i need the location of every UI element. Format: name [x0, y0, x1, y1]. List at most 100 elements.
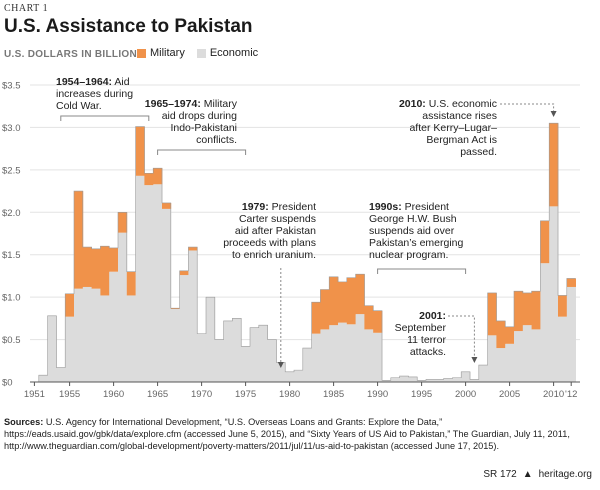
- bar-economic-2009: [540, 263, 550, 382]
- annotation-2010-bold: 2010:: [399, 98, 426, 110]
- x-tick-label: 1965: [147, 389, 168, 400]
- leader-2001: [448, 315, 475, 360]
- bar-economic-1984: [320, 329, 330, 382]
- annotation-2001-line: 2001:: [419, 310, 446, 322]
- x-tick-label: 2005: [499, 389, 520, 400]
- arrow-2001: [471, 357, 478, 363]
- annotation-2010: 2010: U.S. economic assistance rises after…: [399, 98, 497, 158]
- bar-economic-2003: [487, 335, 497, 382]
- bar-economic-2010: [549, 206, 559, 382]
- arrow-2010: [550, 111, 557, 117]
- annotation-1990-line: George H.W. Bush: [369, 213, 457, 225]
- bar-economic-1986: [338, 322, 348, 382]
- bar-economic-2006: [514, 331, 524, 382]
- bar-economic-1998: [443, 378, 453, 382]
- site-link[interactable]: heritage.org: [538, 469, 592, 480]
- annotation-1954-line: 1954–1964: Aid: [56, 76, 130, 88]
- x-tick-label: 1955: [59, 389, 80, 400]
- y-tick-label: $0: [2, 378, 13, 389]
- bar-economic-1966: [162, 208, 172, 382]
- bar-economic-2008: [531, 329, 541, 382]
- bar-economic-2012: [566, 286, 576, 382]
- x-tick-label: 2000: [455, 389, 476, 400]
- x-tick-label: 2010: [543, 389, 564, 400]
- legend-label-economic: Economic: [209, 47, 259, 59]
- total-outline: [30, 122, 576, 383]
- annotation-1979-line: to enrich uranium.: [232, 249, 316, 261]
- bar-economic-1960: [109, 271, 119, 382]
- x-tick-label: 1975: [235, 389, 256, 400]
- annotation-1990: 1990s: President George H.W. Bush suspends…: [369, 201, 464, 261]
- annotation-1965-line: aid drops during: [162, 110, 237, 122]
- bar-economic-2007: [522, 325, 532, 382]
- annotation-1965-line: conflicts.: [196, 134, 237, 146]
- footer: SR 172 ▲ heritage.org: [483, 469, 592, 480]
- annotation-1979-bold: 1979:: [242, 201, 269, 213]
- bar-economic-1954: [56, 367, 66, 382]
- annotation-2001: 2001: September 11 terror attacks.: [395, 310, 447, 358]
- bar-economic-1993: [399, 376, 409, 382]
- sources-text: U.S. Agency for International Developmen…: [4, 417, 570, 451]
- legend-swatch-military: [137, 48, 146, 58]
- bar-military-2006: [514, 291, 524, 332]
- annotation-1965-bold: 1965–1974:: [145, 98, 201, 110]
- bar-economic-1980: [285, 371, 295, 382]
- bar-military-1984: [320, 289, 330, 330]
- y-tick-label: $0.5: [2, 335, 21, 346]
- annotation-1979: 1979: President Carter suspends aid after …: [223, 201, 316, 261]
- bar-military-2009: [540, 220, 550, 264]
- annotation-1965: 1965–1974: Military aid drops during Indo-…: [145, 98, 238, 146]
- chart-title: U.S. Assistance to Pakistan: [4, 16, 253, 37]
- x-tick-label: 1960: [103, 389, 124, 400]
- bar-economic-1956: [74, 288, 84, 382]
- bar-military-1957: [82, 247, 92, 287]
- chart-number-label: CHART 1: [4, 3, 49, 14]
- bar-economic-1985: [329, 325, 339, 382]
- x-tick-label: 1995: [411, 389, 432, 400]
- annotation-2010-line: 2010: U.S. economic: [399, 98, 497, 110]
- bar-military-1955: [65, 293, 75, 317]
- annotation-1990-bold: 1990s:: [369, 201, 402, 213]
- legend-item-economic: Economic: [196, 47, 259, 59]
- bar-economic-1976: [250, 327, 260, 382]
- annotation-1990-line: nuclear program.: [369, 249, 448, 261]
- bar-economic-1981: [294, 370, 304, 382]
- bar-military-1986: [338, 281, 348, 323]
- bar-economic-1973: [223, 320, 233, 382]
- bar-economic-2011: [558, 316, 568, 382]
- bracket-1954: [60, 115, 150, 121]
- annotation-1965-line: Indo-Pakistani: [170, 122, 237, 134]
- bar-economic-1999: [452, 377, 462, 382]
- bar-economic-1992: [390, 377, 400, 382]
- bar-military-1987: [346, 277, 356, 325]
- x-tick-label: 1985: [323, 389, 344, 400]
- bar-economic-1989: [364, 329, 374, 382]
- annotation-1979-line: 1979: President: [242, 201, 316, 213]
- bar-economic-1957: [82, 286, 92, 382]
- bar-military-2008: [531, 291, 541, 330]
- bar-economic-1997: [434, 379, 444, 382]
- annotation-2010-line: after Kerry–Lugar–: [409, 122, 497, 134]
- bar-economic-1991: [382, 380, 392, 382]
- y-tick-label: $1.5: [2, 250, 21, 261]
- y-tick-label: $2.0: [2, 208, 21, 219]
- x-tick-label: 1951: [24, 389, 45, 400]
- bar-military-1988: [355, 274, 365, 315]
- bar-economic-1952: [38, 375, 48, 382]
- bar-military-1965: [153, 168, 163, 185]
- annotation-1954-line: Cold War.: [56, 100, 102, 112]
- annotation-2010-line: Bergman Act is: [426, 134, 497, 146]
- bar-military-2010: [549, 123, 559, 207]
- bar-economic-1955: [65, 316, 75, 382]
- bar-military-1967: [170, 308, 180, 310]
- y-tick-label: $3.0: [2, 123, 21, 134]
- bar-military-1968: [179, 270, 189, 276]
- x-tick-label: 1980: [279, 389, 300, 400]
- bar-military-2003: [487, 292, 497, 336]
- bar-military-1989: [364, 305, 374, 330]
- annotation-1979-rest: President: [269, 201, 316, 213]
- annotation-1990-line: Pakistan’s emerging: [369, 237, 464, 249]
- annotation-1965-rest: Military: [201, 98, 238, 110]
- bar-economic-1967: [170, 309, 180, 382]
- bar-military-1985: [329, 276, 339, 326]
